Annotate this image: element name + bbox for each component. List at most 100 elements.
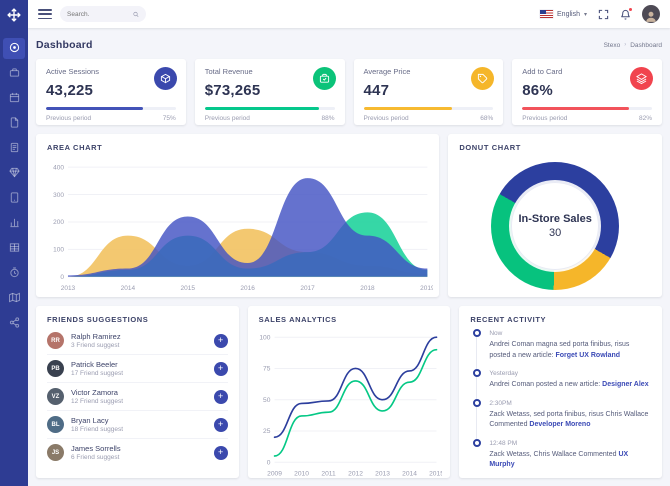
svg-text:2009: 2009 <box>267 471 282 478</box>
chevron-down-icon: ▾ <box>583 11 587 18</box>
activity-text: Zack Wetass, Chris Wallace Commented UX … <box>489 450 651 471</box>
timeline-dot-icon <box>472 329 481 337</box>
sidebar-item-calendar[interactable] <box>3 88 25 109</box>
area-chart-title: Area Chart <box>47 143 103 152</box>
language-selector[interactable]: English ▾ <box>540 10 587 18</box>
svg-text:2010: 2010 <box>294 471 309 478</box>
stat-foot-pct: 68% <box>480 115 494 122</box>
svg-text:2015: 2015 <box>181 285 196 292</box>
svg-text:2017: 2017 <box>300 285 315 292</box>
avatar: RR <box>47 332 64 349</box>
sidebar-item-charts[interactable] <box>3 213 25 234</box>
svg-text:25: 25 <box>263 428 271 435</box>
app-logo-icon[interactable] <box>0 0 28 30</box>
sales-chart-svg: 0 25 50 75 100 2009 2010 2011 2012 2013 2014 2015 <box>259 334 442 478</box>
stat-foot-pct: 75% <box>162 115 176 122</box>
sidebar-item-tables[interactable] <box>3 238 25 259</box>
list-item: VZ Victor Zamora 12 Friend suggest + <box>47 382 228 410</box>
avatar: PB <box>47 360 64 377</box>
stat-value: 86% <box>522 82 553 99</box>
sidebar-item-extras[interactable] <box>3 313 25 334</box>
stat-card-add-to-card: Add to Card 86% Previous period 82% <box>512 59 662 125</box>
stat-card-total-revenue: Total Revenue $73,265 Previous period 88% <box>194 59 345 125</box>
svg-text:2013: 2013 <box>61 285 76 292</box>
avatar: JS <box>47 444 64 461</box>
timeline-dot-icon <box>472 398 481 407</box>
menu-toggle-button[interactable] <box>38 9 52 19</box>
activity-link[interactable]: Forget UX Rowland <box>555 351 621 359</box>
area-chart: 0 100 200 300 400 2013 2014 2015 2016 2017 2018 201… <box>36 155 439 297</box>
add-friend-button[interactable]: + <box>213 361 228 376</box>
sidebar-item-dashboard[interactable] <box>3 38 25 59</box>
target-icon <box>9 40 20 58</box>
sidebar-nav <box>0 38 28 334</box>
recent-activity-title: Recent Activity <box>470 315 547 324</box>
svg-text:2012: 2012 <box>348 471 363 478</box>
add-friend-button[interactable]: + <box>213 417 228 432</box>
sidebar-item-maps[interactable] <box>3 288 25 309</box>
svg-text:200: 200 <box>53 219 64 226</box>
activity-time: 12:48 PM <box>489 439 518 447</box>
svg-text:2011: 2011 <box>321 471 336 478</box>
progress-track <box>204 107 335 110</box>
activity-text-body: Zack Wetass, Chris Wallace Commented <box>489 450 619 458</box>
list-item: 12:48 PM Zack Wetass, Chris Wallace Comm… <box>472 438 651 479</box>
stat-label: Active Sessions <box>46 67 99 76</box>
chevron-right-icon: › <box>624 42 627 48</box>
tag-icon <box>471 67 495 90</box>
box-icon <box>153 67 177 90</box>
add-friend-button[interactable]: + <box>213 389 228 404</box>
topbar: English ▾ <box>28 0 670 28</box>
svg-text:400: 400 <box>53 164 64 171</box>
svg-text:300: 300 <box>53 192 64 199</box>
progress-fill <box>363 107 452 110</box>
bar-chart-icon <box>9 215 20 233</box>
add-friend-button[interactable]: + <box>213 333 228 348</box>
calendar-icon <box>9 90 20 108</box>
list-item: PB Patrick Beeler 17 Friend suggest + <box>47 354 228 382</box>
share-icon <box>9 315 20 333</box>
timeline-dot-icon <box>472 369 481 377</box>
friend-sub: 12 Friend suggest <box>71 398 124 405</box>
activity-timeline: Now Andrei Coman magna sed porta finibus… <box>459 327 662 478</box>
progress-fill <box>204 107 319 110</box>
fullscreen-button[interactable] <box>598 9 609 20</box>
add-friend-button[interactable]: + <box>213 445 228 460</box>
stat-value: 43,225 <box>46 82 94 99</box>
svg-text:2014: 2014 <box>121 285 136 292</box>
activity-text-body: Zack Wetass, sed porta finibus, risus Ch… <box>489 410 649 429</box>
svg-text:0: 0 <box>266 460 270 467</box>
notifications-button[interactable] <box>620 6 633 20</box>
friend-name: Patrick Beeler <box>71 360 118 369</box>
activity-link[interactable]: Developer Moreno <box>529 421 591 428</box>
file-icon <box>9 115 20 133</box>
map-icon <box>8 290 20 308</box>
activity-link[interactable]: UX Murphy <box>489 450 629 469</box>
search-box[interactable] <box>60 6 146 22</box>
stat-label: Average Price <box>363 67 411 76</box>
stat-label: Total Revenue <box>204 67 253 76</box>
stat-foot-label: Previous period <box>46 115 92 122</box>
sidebar-item-email[interactable] <box>3 63 25 84</box>
svg-text:100: 100 <box>53 247 64 254</box>
recent-activity-panel: Recent Activity Now Andrei Coman magna s… <box>459 306 662 478</box>
progress-track <box>46 107 176 110</box>
activity-time: 2:30PM <box>489 399 512 407</box>
search-input[interactable] <box>67 10 129 18</box>
fullscreen-icon <box>598 9 609 19</box>
breadcrumb-home[interactable]: Stexo <box>603 41 621 49</box>
user-avatar[interactable] <box>642 5 660 23</box>
sidebar-item-pages[interactable] <box>3 138 25 159</box>
stat-value: 447 <box>363 82 390 99</box>
gem-icon <box>8 165 20 183</box>
friend-name: James Sorrells <box>71 444 121 453</box>
sidebar-item-icons[interactable] <box>3 263 25 284</box>
activity-link[interactable]: Designer Alex <box>602 381 649 388</box>
stat-foot-label: Previous period <box>363 115 409 122</box>
sidebar-item-files[interactable] <box>3 113 25 134</box>
sidebar-item-forms[interactable] <box>3 188 25 209</box>
list-item: JS James Sorrells 6 Friend suggest + <box>47 438 228 466</box>
sidebar-item-ui-elements[interactable] <box>3 163 25 184</box>
